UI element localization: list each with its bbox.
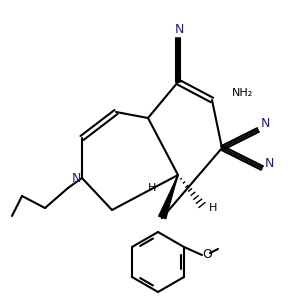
Text: N: N — [174, 22, 184, 36]
Text: O: O — [202, 247, 212, 261]
Text: N: N — [265, 157, 274, 169]
Text: N: N — [71, 172, 81, 185]
Text: H: H — [209, 203, 217, 213]
Text: NH₂: NH₂ — [232, 88, 253, 98]
Polygon shape — [158, 175, 178, 220]
Text: H: H — [148, 183, 156, 193]
Text: N: N — [261, 116, 270, 130]
